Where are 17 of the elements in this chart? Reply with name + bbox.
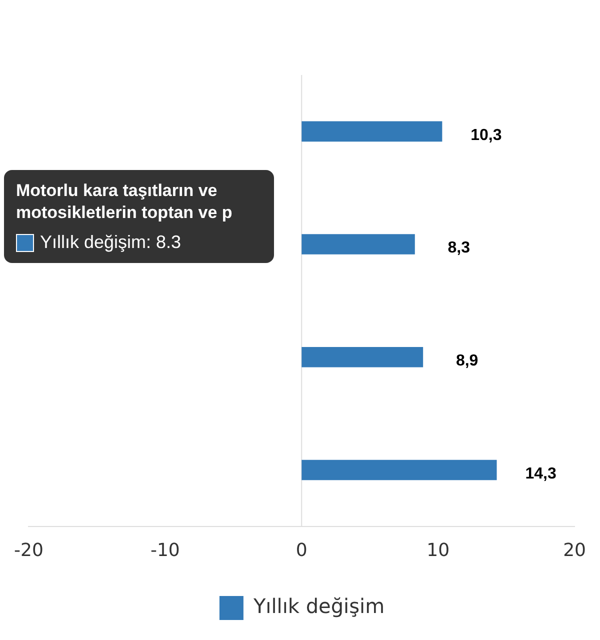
data-label: 8,3 [448, 240, 470, 257]
annotation: Yıllık değişim: 8.3 [40, 232, 182, 253]
data-label: 8,9 [456, 352, 478, 370]
x-tick-label: 0 [296, 540, 308, 561]
x-tick-label: -20 [14, 540, 44, 561]
annotation: Motorlu kara taşıtların ve motosikletlerin toptan ve p [16, 180, 234, 224]
bar [302, 121, 442, 142]
tooltip-box: Motorlu kara taşıtların ve motosikletlerin toptan ve p Yıllık değişim: 8.3 [4, 170, 274, 263]
bar [302, 346, 424, 368]
data-label: 14,3 [525, 465, 556, 482]
x-tick-label: 20 [563, 540, 586, 561]
data-label: 10,3 [470, 126, 502, 144]
bar [302, 460, 497, 480]
legend-label: Yıllık değişim [252, 594, 385, 618]
bar [302, 234, 415, 254]
x-tick-label: -10 [150, 540, 180, 561]
x-tick-label: 10 [426, 540, 450, 561]
